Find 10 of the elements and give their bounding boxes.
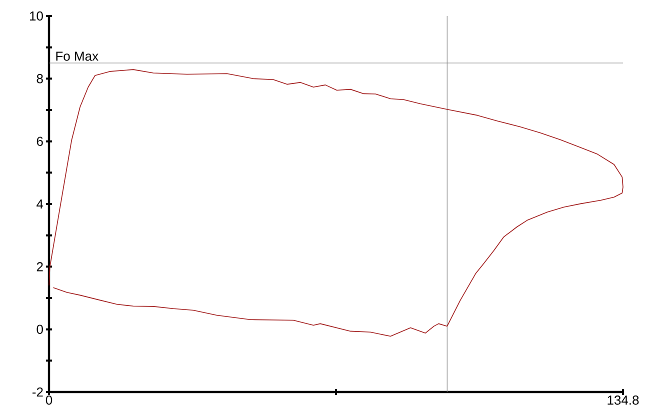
- y-tick-label: -2: [32, 387, 43, 397]
- y-tick-label: 2: [36, 262, 43, 272]
- y-tick-label: 8: [36, 74, 43, 84]
- y-tick-label: 4: [36, 200, 44, 208]
- y-tick-label: 0: [36, 324, 43, 334]
- x-tick-label: 134.8: [608, 396, 639, 405]
- ref-line-label: Fo Max: [56, 52, 98, 61]
- y-tick-label: 6: [36, 136, 43, 146]
- y-tick-label: 10: [30, 11, 43, 21]
- line-series: [48, 69, 624, 337]
